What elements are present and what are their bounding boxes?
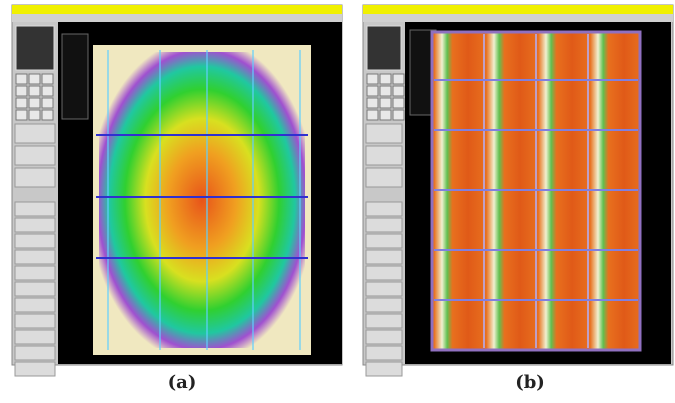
side-button[interactable] xyxy=(15,146,55,165)
thumbnail xyxy=(367,26,401,70)
side-button[interactable] xyxy=(366,298,402,312)
side-button[interactable] xyxy=(15,168,55,187)
side-button[interactable] xyxy=(366,124,402,143)
side-button[interactable] xyxy=(366,250,402,264)
figure: (a) (b) xyxy=(0,0,675,403)
tool-icon[interactable] xyxy=(16,74,27,84)
side-button[interactable] xyxy=(15,218,55,232)
side-button[interactable] xyxy=(15,266,55,280)
tool-icon[interactable] xyxy=(42,110,53,120)
tool-icon[interactable] xyxy=(380,98,391,108)
tool-icon[interactable] xyxy=(393,74,404,84)
side-button[interactable] xyxy=(15,124,55,143)
tool-icon[interactable] xyxy=(16,98,27,108)
thumbnail xyxy=(16,26,54,70)
page: {"captions": {"a": "(a)", "b": "(b)"}} b… xyxy=(0,0,675,403)
caption-b: (b) xyxy=(515,372,545,393)
side-button[interactable] xyxy=(366,202,402,216)
tool-icon[interactable] xyxy=(16,86,27,96)
side-button[interactable] xyxy=(15,250,55,264)
side-button[interactable] xyxy=(366,314,402,328)
tool-icon[interactable] xyxy=(367,98,378,108)
tool-icon[interactable] xyxy=(29,98,40,108)
side-button[interactable] xyxy=(15,330,55,344)
side-button[interactable] xyxy=(366,146,402,165)
tool-icon[interactable] xyxy=(29,110,40,120)
tool-icon[interactable] xyxy=(367,74,378,84)
tool-icon[interactable] xyxy=(42,74,53,84)
screenshot-a xyxy=(12,5,342,365)
side-button[interactable] xyxy=(366,218,402,232)
tool-icon[interactable] xyxy=(29,86,40,96)
body: (a) (b) (() => { const data = JSON.parse… xyxy=(0,0,675,403)
heatmap xyxy=(99,52,305,348)
tool-icon[interactable] xyxy=(393,86,404,96)
side-button[interactable] xyxy=(15,346,55,360)
tool-icon[interactable] xyxy=(29,74,40,84)
tool-icon[interactable] xyxy=(380,74,391,84)
side-button[interactable] xyxy=(15,282,55,296)
status-bar xyxy=(363,14,673,22)
status-bar xyxy=(12,14,342,22)
title-bar xyxy=(12,5,342,14)
tool-icon[interactable] xyxy=(393,98,404,108)
screenshot-b xyxy=(363,5,673,365)
tool-icon[interactable] xyxy=(367,86,378,96)
tool-icon[interactable] xyxy=(367,110,378,120)
side-button[interactable] xyxy=(366,346,402,360)
caption-a: (a) xyxy=(168,372,197,393)
legend xyxy=(62,34,88,119)
side-button[interactable] xyxy=(366,266,402,280)
tool-icon[interactable] xyxy=(380,86,391,96)
tool-icon[interactable] xyxy=(42,98,53,108)
side-button[interactable] xyxy=(366,330,402,344)
tool-icon[interactable] xyxy=(380,110,391,120)
side-button[interactable] xyxy=(15,314,55,328)
side-button[interactable] xyxy=(366,234,402,248)
title-bar xyxy=(363,5,673,14)
side-button[interactable] xyxy=(366,282,402,296)
tool-icon[interactable] xyxy=(42,86,53,96)
side-button[interactable] xyxy=(15,362,55,376)
side-button[interactable] xyxy=(366,362,402,376)
tool-icon[interactable] xyxy=(16,110,27,120)
tool-icon[interactable] xyxy=(393,110,404,120)
side-button[interactable] xyxy=(15,202,55,216)
side-button[interactable] xyxy=(15,298,55,312)
side-button[interactable] xyxy=(15,234,55,248)
side-button[interactable] xyxy=(366,168,402,187)
